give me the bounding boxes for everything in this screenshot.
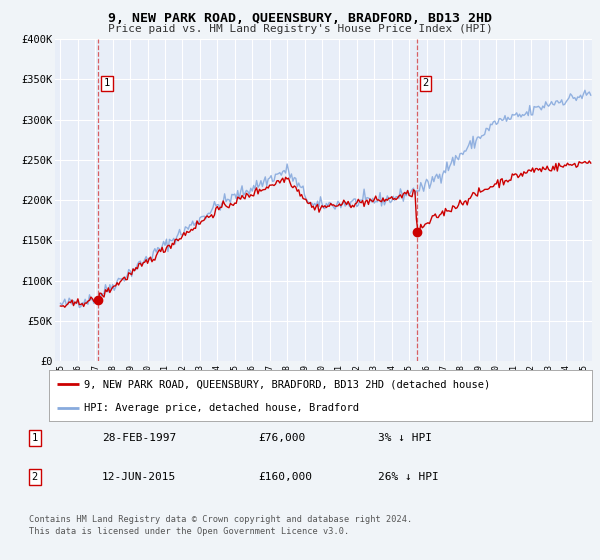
Text: 26% ↓ HPI: 26% ↓ HPI (378, 472, 439, 482)
Text: This data is licensed under the Open Government Licence v3.0.: This data is licensed under the Open Gov… (29, 528, 349, 536)
Text: £160,000: £160,000 (258, 472, 312, 482)
Text: 2: 2 (422, 78, 428, 88)
Text: 3% ↓ HPI: 3% ↓ HPI (378, 433, 432, 443)
Text: 28-FEB-1997: 28-FEB-1997 (102, 433, 176, 443)
Text: £76,000: £76,000 (258, 433, 305, 443)
Text: 12-JUN-2015: 12-JUN-2015 (102, 472, 176, 482)
Text: 1: 1 (104, 78, 110, 88)
Text: 1: 1 (32, 433, 38, 443)
Text: 2: 2 (32, 472, 38, 482)
Text: Price paid vs. HM Land Registry's House Price Index (HPI): Price paid vs. HM Land Registry's House … (107, 24, 493, 34)
Text: HPI: Average price, detached house, Bradford: HPI: Average price, detached house, Brad… (85, 403, 359, 413)
Text: Contains HM Land Registry data © Crown copyright and database right 2024.: Contains HM Land Registry data © Crown c… (29, 515, 412, 524)
Text: 9, NEW PARK ROAD, QUEENSBURY, BRADFORD, BD13 2HD: 9, NEW PARK ROAD, QUEENSBURY, BRADFORD, … (108, 12, 492, 25)
Text: 9, NEW PARK ROAD, QUEENSBURY, BRADFORD, BD13 2HD (detached house): 9, NEW PARK ROAD, QUEENSBURY, BRADFORD, … (85, 379, 491, 389)
